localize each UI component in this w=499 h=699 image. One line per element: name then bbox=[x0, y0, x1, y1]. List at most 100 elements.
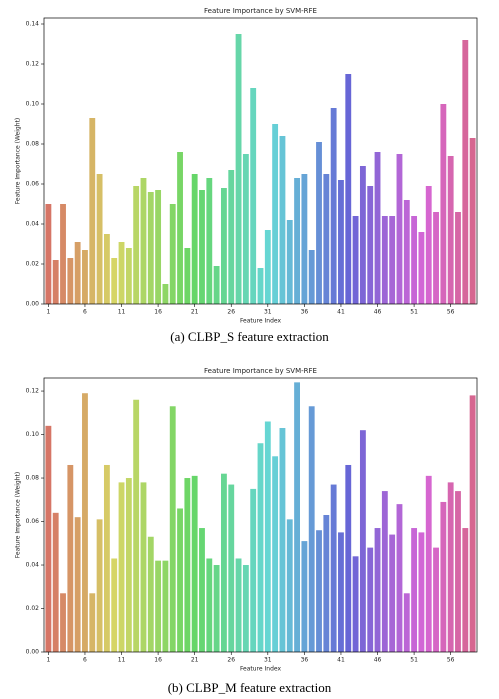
x-tick-label: 41 bbox=[337, 309, 345, 316]
y-tick-label: 0.08 bbox=[26, 141, 40, 148]
bar bbox=[206, 558, 213, 652]
bar bbox=[455, 212, 461, 304]
bar bbox=[264, 421, 271, 652]
bar bbox=[125, 248, 132, 304]
bar bbox=[462, 528, 469, 652]
bar bbox=[206, 178, 213, 304]
bar bbox=[433, 547, 439, 652]
bar bbox=[221, 188, 227, 304]
bar bbox=[133, 186, 140, 304]
bar bbox=[418, 232, 425, 304]
y-axis-label: Feature Importance (Weight) bbox=[15, 472, 22, 558]
x-tick-label: 1 bbox=[46, 657, 50, 664]
bar bbox=[440, 501, 447, 652]
x-tick-label: 51 bbox=[410, 309, 418, 316]
bar bbox=[118, 242, 125, 304]
y-tick-label: 0.02 bbox=[26, 261, 40, 268]
bar bbox=[279, 428, 286, 652]
bar bbox=[45, 425, 52, 652]
bar bbox=[367, 547, 374, 652]
y-tick-label: 0.12 bbox=[26, 388, 40, 395]
bar bbox=[352, 216, 359, 304]
bar bbox=[418, 532, 425, 652]
x-axis-label: Feature Index bbox=[240, 666, 282, 673]
x-tick-label: 56 bbox=[447, 309, 455, 316]
bar bbox=[96, 519, 103, 652]
bar bbox=[169, 406, 176, 652]
bar bbox=[118, 482, 125, 652]
bar bbox=[228, 170, 235, 304]
y-tick-label: 0.14 bbox=[26, 21, 40, 28]
bar bbox=[440, 104, 447, 304]
bar bbox=[359, 166, 366, 304]
y-tick-label: 0.10 bbox=[26, 101, 40, 108]
bar bbox=[125, 478, 132, 652]
bar bbox=[103, 234, 110, 304]
bar bbox=[381, 216, 388, 304]
bar bbox=[60, 204, 66, 304]
bar bbox=[74, 242, 81, 304]
x-tick-label: 11 bbox=[118, 309, 126, 316]
bar bbox=[96, 174, 103, 304]
x-tick-label: 16 bbox=[154, 309, 162, 316]
bar bbox=[147, 192, 154, 304]
bar bbox=[228, 484, 235, 652]
y-tick-label: 0.02 bbox=[26, 605, 40, 612]
bar bbox=[257, 443, 264, 652]
bar bbox=[45, 204, 52, 304]
caption: (b) CLBP_M feature extraction bbox=[168, 680, 332, 695]
x-tick-label: 26 bbox=[227, 657, 235, 664]
y-tick-label: 0.10 bbox=[26, 431, 40, 438]
bar bbox=[301, 174, 308, 304]
bar bbox=[133, 399, 140, 652]
bar bbox=[403, 200, 410, 304]
bar bbox=[235, 34, 242, 304]
bar bbox=[184, 478, 191, 652]
x-tick-label: 21 bbox=[191, 309, 199, 316]
y-tick-label: 0.00 bbox=[26, 649, 40, 656]
bar bbox=[169, 204, 176, 304]
plot-frame bbox=[43, 17, 478, 305]
bar bbox=[396, 504, 403, 652]
bar bbox=[396, 154, 403, 304]
bar bbox=[162, 560, 169, 652]
bar bbox=[199, 190, 205, 304]
bar bbox=[82, 393, 88, 652]
x-tick-label: 21 bbox=[191, 657, 199, 664]
bar bbox=[272, 456, 279, 652]
bar bbox=[367, 186, 374, 304]
x-tick-label: 6 bbox=[83, 309, 87, 316]
bar bbox=[89, 593, 96, 652]
x-tick-label: 11 bbox=[118, 657, 126, 664]
bar bbox=[403, 593, 410, 652]
x-tick-label: 46 bbox=[374, 309, 382, 316]
bar bbox=[462, 40, 469, 304]
bar bbox=[345, 464, 352, 652]
bar bbox=[381, 491, 388, 652]
bar bbox=[199, 528, 205, 652]
bar bbox=[433, 212, 439, 304]
bar bbox=[162, 284, 169, 304]
bar bbox=[52, 512, 59, 652]
bar bbox=[155, 560, 162, 652]
bar bbox=[184, 248, 191, 304]
bar bbox=[213, 565, 220, 652]
y-tick-label: 0.06 bbox=[26, 181, 40, 188]
bar bbox=[286, 519, 293, 652]
bar bbox=[330, 108, 337, 304]
bar bbox=[389, 216, 396, 304]
bar bbox=[74, 517, 81, 652]
bar bbox=[294, 178, 300, 304]
y-axis-label: Feature Importance (Weight) bbox=[15, 118, 22, 204]
bar bbox=[323, 515, 330, 652]
caption: (a) CLBP_S feature extraction bbox=[170, 329, 329, 344]
bar bbox=[242, 154, 249, 304]
y-tick-label: 0.06 bbox=[26, 518, 40, 525]
x-tick-label: 16 bbox=[154, 657, 162, 664]
y-tick-label: 0.12 bbox=[26, 61, 40, 68]
bar bbox=[60, 593, 66, 652]
bar bbox=[147, 536, 154, 652]
x-tick-label: 31 bbox=[264, 309, 272, 316]
bar bbox=[447, 156, 454, 304]
